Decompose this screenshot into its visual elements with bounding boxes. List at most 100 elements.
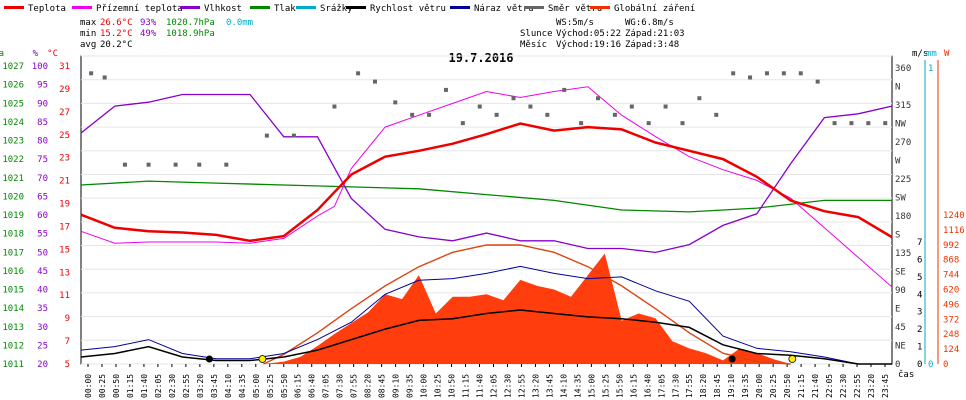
wind-direction-point bbox=[764, 71, 769, 76]
wm2-axis-tick: 868 bbox=[943, 256, 959, 266]
time-tick-label: 14:35 bbox=[573, 374, 582, 398]
sunrise-marker bbox=[258, 355, 267, 363]
percent-axis-tick: 25 bbox=[37, 341, 48, 351]
wm2-axis-tick: 124 bbox=[943, 345, 959, 355]
moonset-marker bbox=[205, 355, 213, 363]
time-tick-label: 16:15 bbox=[629, 374, 638, 398]
legend-swatch bbox=[524, 6, 544, 9]
ms-axis-label: m/s bbox=[912, 49, 928, 59]
sunset-marker bbox=[788, 355, 797, 363]
wind-direction-point bbox=[663, 104, 668, 109]
percent-axis-tick: 35 bbox=[37, 304, 48, 314]
time-tick-label: 22:05 bbox=[825, 374, 834, 398]
wind-direction-point bbox=[680, 121, 685, 126]
stat-min-pressure: 1018.9hPa bbox=[166, 29, 215, 39]
time-tick-label: 00:25 bbox=[98, 374, 107, 398]
wind-direction-point bbox=[372, 79, 377, 84]
time-tick-label: 19:35 bbox=[741, 374, 750, 398]
time-tick-label: 12:55 bbox=[517, 374, 526, 398]
celsius-axis-tick: 25 bbox=[59, 131, 70, 141]
stat-max-rain: 0.0mm bbox=[226, 18, 253, 28]
direction-axis-tick: W bbox=[895, 157, 901, 167]
wind-direction-point bbox=[197, 162, 202, 167]
time-tick-label: 14:10 bbox=[559, 374, 568, 398]
hpa-axis-tick: 1017 bbox=[2, 248, 24, 258]
time-tick-label: 20:25 bbox=[769, 374, 778, 398]
celsius-axis-tick: 11 bbox=[59, 291, 70, 301]
time-tick-label: 00:00 bbox=[84, 374, 93, 398]
hpa-axis-label: hPa bbox=[0, 49, 4, 59]
direction-axis-tick: NE bbox=[895, 342, 906, 352]
percent-axis-tick: 50 bbox=[37, 248, 48, 258]
wind-direction-point bbox=[494, 112, 499, 117]
wind-direction-point bbox=[528, 104, 533, 109]
time-tick-label: 06:40 bbox=[308, 374, 317, 398]
percent-axis-tick: 65 bbox=[37, 192, 48, 202]
stat-avg-label: avg bbox=[80, 40, 96, 50]
time-tick-label: 10:25 bbox=[434, 374, 443, 398]
stat-max-humidity: 93% bbox=[140, 18, 157, 28]
legend-label: Přízemní teplota bbox=[96, 4, 183, 14]
hpa-axis-tick: 1022 bbox=[2, 155, 24, 165]
time-tick-label: 23:45 bbox=[881, 374, 890, 398]
direction-axis-tick: SW bbox=[895, 194, 906, 204]
radiation-area bbox=[263, 253, 791, 364]
wm2-axis-label: W bbox=[944, 49, 950, 59]
time-tick-label: 02:30 bbox=[168, 374, 177, 398]
legend-label: Směr větru bbox=[548, 4, 602, 14]
time-tick-label: 02:05 bbox=[154, 374, 163, 398]
wm2-axis-tick: 1240 bbox=[943, 211, 965, 221]
time-tick-label: 19:10 bbox=[727, 374, 736, 398]
celsius-axis-tick: 31 bbox=[59, 62, 70, 72]
percent-axis-tick: 40 bbox=[37, 286, 48, 296]
stats-panel: max 26.6°C 93% 1020.7hPa 0.0mm min 15.2°… bbox=[80, 18, 253, 50]
legend-swatch bbox=[346, 6, 366, 9]
wm2-axis-tick: 992 bbox=[943, 241, 959, 251]
info-moon-label: Měsíc bbox=[520, 40, 547, 50]
legend-swatch bbox=[296, 6, 316, 9]
time-tick-label: 07:05 bbox=[322, 374, 331, 398]
time-tick-label: 17:05 bbox=[657, 374, 666, 398]
percent-axis-tick: 45 bbox=[37, 267, 48, 277]
percent-axis-tick: 90 bbox=[37, 99, 48, 109]
wind-direction-point bbox=[629, 104, 634, 109]
time-tick-label: 03:20 bbox=[196, 374, 205, 398]
wm2-axis-tick: 496 bbox=[943, 300, 959, 310]
time-tick-label: 01:40 bbox=[140, 374, 149, 398]
legend-label: Náraz větru bbox=[474, 4, 534, 14]
pressure-line bbox=[80, 180, 892, 213]
celsius-axis-tick: 9 bbox=[65, 314, 70, 324]
legend-label: Vlhkost bbox=[204, 4, 242, 14]
stat-min-label: min bbox=[80, 29, 96, 39]
chart-title: 19.7.2016 bbox=[448, 51, 513, 65]
celsius-axis-tick: 23 bbox=[59, 154, 70, 164]
info-sun-label: Slunce bbox=[520, 29, 553, 39]
wm2-axis-tick: 372 bbox=[943, 315, 959, 325]
time-tick-label: 06:15 bbox=[294, 374, 303, 398]
time-tick-label: 08:45 bbox=[378, 374, 387, 398]
wind-direction-point bbox=[224, 162, 229, 167]
wm2-axis-tick: 0 bbox=[943, 360, 948, 370]
legend-swatch bbox=[180, 6, 200, 9]
hpa-axis-tick: 1011 bbox=[2, 360, 24, 370]
hpa-axis-tick: 1027 bbox=[2, 62, 24, 72]
direction-axis-tick: E bbox=[895, 305, 900, 315]
ms-axis-tick: 0 bbox=[917, 360, 922, 370]
mm-axis-tick: 0 bbox=[928, 360, 933, 370]
hpa-axis-tick: 1025 bbox=[2, 99, 24, 109]
percent-axis-tick: 100 bbox=[32, 62, 48, 72]
time-tick-label: 10:00 bbox=[420, 374, 429, 398]
percent-axis-tick: 70 bbox=[37, 174, 48, 184]
ms-axis-tick: 7 bbox=[917, 238, 922, 248]
wind-direction-point bbox=[511, 96, 516, 101]
ms-axis-tick: 5 bbox=[917, 273, 922, 283]
time-tick-label: 15:00 bbox=[587, 374, 596, 398]
hpa-axis-tick: 1020 bbox=[2, 192, 24, 202]
legend-swatch bbox=[4, 6, 24, 9]
stat-max-pressure: 1020.7hPa bbox=[166, 18, 215, 28]
percent-axis-label: % bbox=[33, 49, 39, 59]
hpa-axis-tick: 1024 bbox=[2, 118, 24, 128]
wind-direction-point bbox=[427, 112, 432, 117]
hpa-axis-tick: 1026 bbox=[2, 81, 24, 91]
